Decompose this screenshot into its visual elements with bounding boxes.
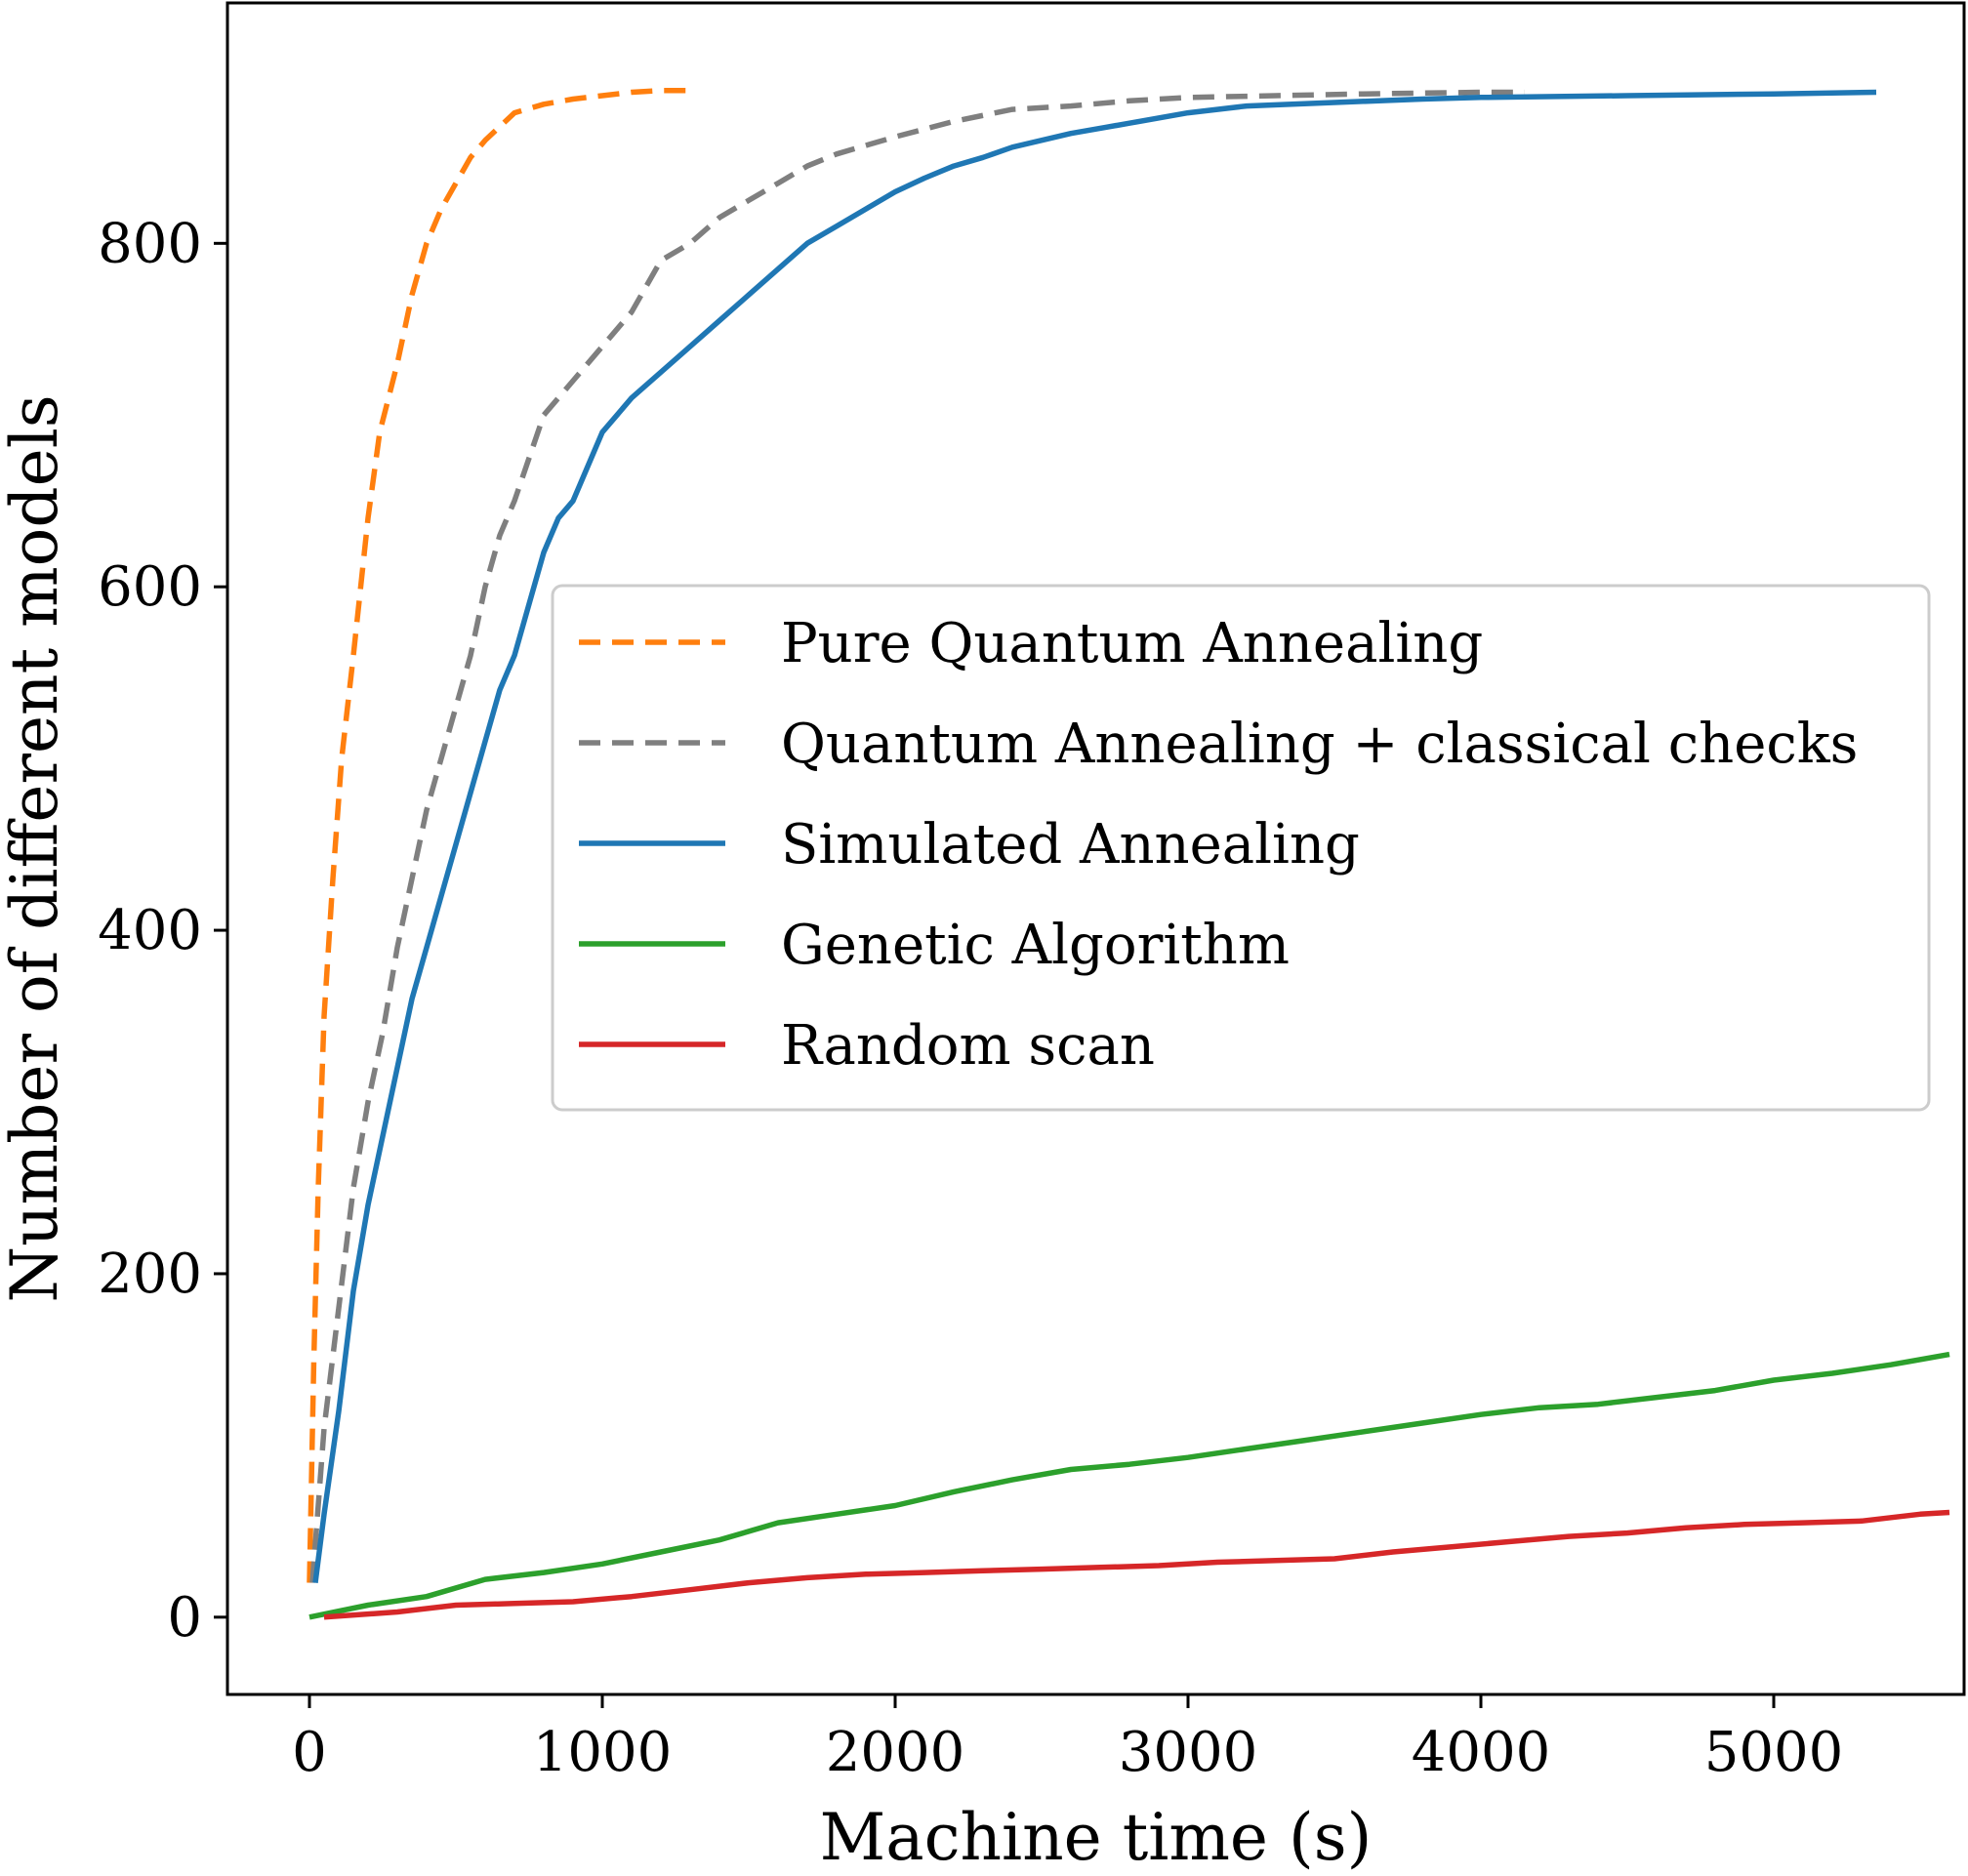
series-line-simulated-annealing (312, 89, 1877, 1583)
series-line-genetic-algorithm (308, 1351, 1950, 1620)
x-tick-label: 3000 (1119, 1721, 1258, 1784)
series-line-random-scan (323, 1509, 1950, 1620)
y-tick-label: 400 (98, 899, 202, 962)
x-axis-label: Machine time (s) (820, 1800, 1373, 1875)
legend-label: Pure Quantum Annealing (781, 612, 1483, 675)
y-tick-label: 800 (98, 212, 202, 275)
legend-label: Genetic Algorithm (781, 914, 1290, 977)
y-axis-label: Number of different models (0, 394, 72, 1302)
x-tick-label: 0 (292, 1721, 327, 1784)
x-tick-label: 5000 (1704, 1721, 1844, 1784)
series-layer (307, 87, 1950, 1620)
y-tick-label: 200 (98, 1243, 202, 1306)
plot-area-frame (226, 1, 1966, 1696)
x-tick-label: 2000 (826, 1721, 965, 1784)
legend-label: Random scan (781, 1014, 1155, 1078)
y-tick-label: 600 (98, 555, 202, 619)
legend-frame (551, 584, 1931, 1112)
x-tick-label: 4000 (1412, 1721, 1551, 1784)
legend-label: Quantum Annealing + classical checks (781, 713, 1858, 776)
x-tick-label: 1000 (533, 1721, 673, 1784)
legend-label: Simulated Annealing (781, 813, 1360, 877)
series-line-quantum-annealing-classical-checks (309, 89, 1525, 1583)
axis-ticks: 0 1000 2000 3000 4000 5000 0 200 400 600 800 (98, 212, 1843, 1784)
series-line-pure-quantum-annealing (307, 87, 690, 1583)
legend: Pure Quantum Annealing Quantum Annealing … (551, 584, 1931, 1112)
y-tick-label: 0 (167, 1586, 202, 1650)
